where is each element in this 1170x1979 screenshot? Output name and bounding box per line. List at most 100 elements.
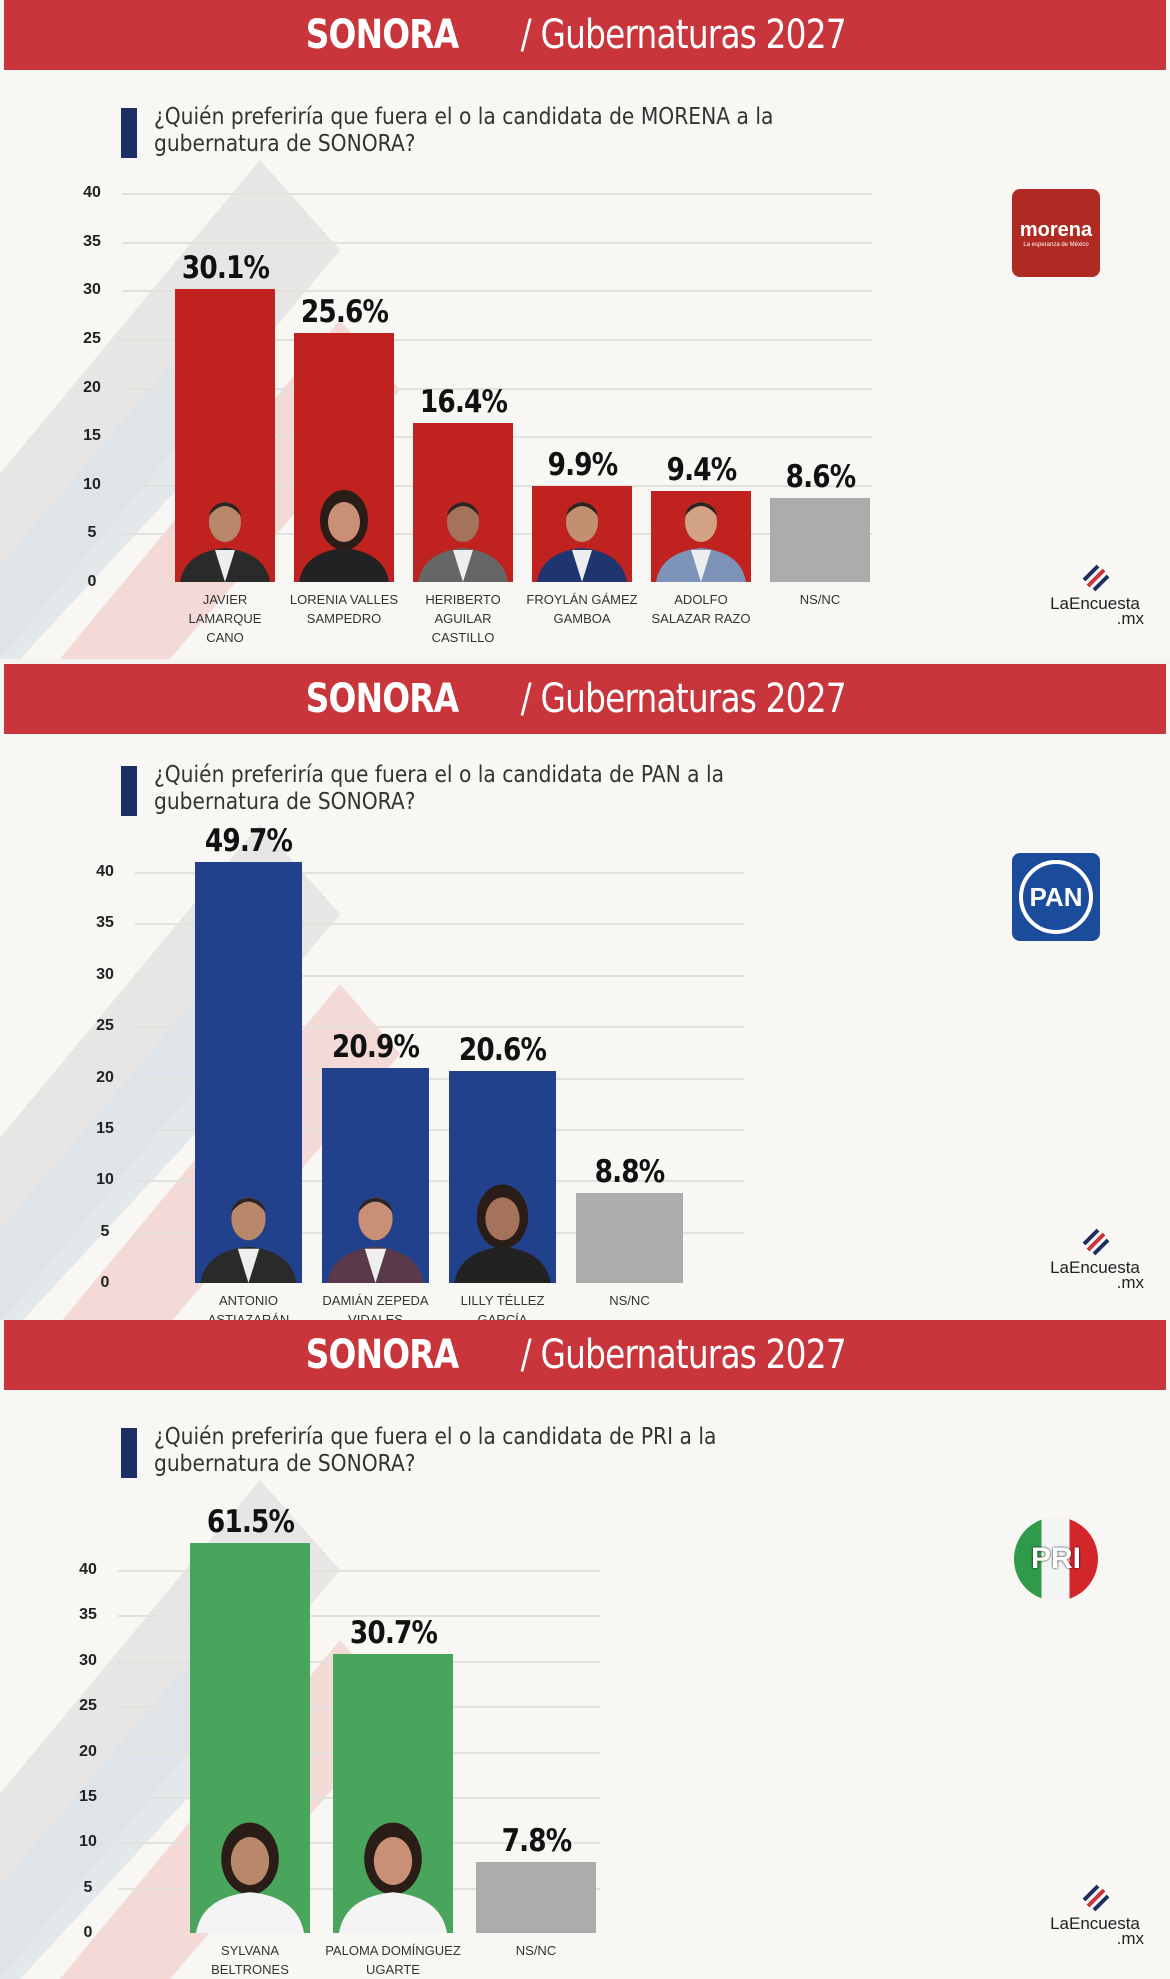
panel-header: SONORA / Gubernaturas 2027 <box>4 0 1166 70</box>
survey-question: ¿Quién preferiría que fuera el o la cand… <box>154 1424 717 1477</box>
bar <box>449 1071 556 1283</box>
candidate-name: FROYLÁN GÁMEZ GAMBOA <box>526 592 638 626</box>
bar-value-label: 49.7% <box>204 822 293 859</box>
y-tick-label: 35 <box>96 914 114 932</box>
laencuesta-icon <box>1040 560 1150 596</box>
bar <box>322 1068 429 1283</box>
laencuesta-logo: LaEncuesta .mx <box>1040 1224 1150 1291</box>
y-tick-label: 30 <box>83 281 101 299</box>
bar-value-label: 8.6% <box>785 459 856 496</box>
laencuesta-logo: LaEncuesta .mx <box>1040 1880 1150 1948</box>
gridline <box>122 338 872 341</box>
survey-question: ¿Quién preferiría que fuera el o la cand… <box>154 762 725 815</box>
bar <box>413 422 513 582</box>
bar <box>476 1862 596 1933</box>
header-state: SONORA <box>305 12 459 58</box>
y-tick-label: 5 <box>83 1878 93 1896</box>
candidate-photo <box>196 1822 304 1933</box>
candidate-photo <box>537 501 627 582</box>
candidate-photo <box>656 501 746 582</box>
bar <box>294 333 394 582</box>
bar <box>333 1654 453 1933</box>
header-state: SONORA <box>305 676 459 722</box>
y-tick-label: 0 <box>83 1924 93 1941</box>
y-tick-label: 15 <box>79 1787 97 1805</box>
question-marker <box>121 108 137 158</box>
candidate-name: DAMIÁN ZEPEDA VIDALES <box>322 1293 429 1323</box>
y-tick-label: 0 <box>87 573 97 590</box>
y-tick-label: 20 <box>83 378 101 396</box>
brand-suffix: .mx <box>1116 609 1144 628</box>
candidate-photo <box>339 1822 447 1933</box>
y-tick-label: 5 <box>100 1222 110 1240</box>
question-marker <box>121 766 137 816</box>
y-tick-label: 35 <box>79 1606 97 1624</box>
bar-value-label: 8.8% <box>594 1153 666 1190</box>
bar-value-label: 20.6% <box>458 1032 547 1069</box>
bar <box>532 485 632 582</box>
y-tick-label: 20 <box>79 1742 97 1760</box>
gridline <box>135 974 744 977</box>
survey-question: ¿Quién preferiría que fuera el o la cand… <box>154 104 774 157</box>
y-tick-label: 40 <box>79 1561 97 1578</box>
bar <box>190 1542 310 1933</box>
y-tick-label: 15 <box>96 1119 114 1137</box>
y-tick-label: 15 <box>83 427 101 445</box>
panel-header: SONORA / Gubernaturas 2027 <box>4 664 1166 734</box>
gridline <box>135 1077 744 1080</box>
gridline <box>118 1615 600 1618</box>
party-logo-pan: PAN <box>1012 853 1100 941</box>
candidate-name: ANTONIO ASTIAZARÁN GUTIÉRREZ <box>207 1293 290 1323</box>
y-tick-label: 40 <box>96 863 114 880</box>
party-logo-text: PAN <box>1019 860 1093 934</box>
gridline <box>135 872 744 874</box>
header-title: / Gubernaturas 2027 <box>520 676 846 722</box>
y-tick-label: 35 <box>83 232 101 250</box>
y-tick-label: 25 <box>96 1017 114 1035</box>
candidate-photo <box>418 501 508 582</box>
bar <box>576 1192 683 1283</box>
candidate-photo <box>299 489 389 582</box>
y-tick-label: 10 <box>96 1171 114 1189</box>
y-tick-label: 25 <box>79 1697 97 1715</box>
party-logo-text: PRI <box>1014 1517 1098 1601</box>
candidate-photo <box>200 1197 297 1283</box>
candidate-name: HERIBERTO AGUILAR CASTILLO <box>425 592 501 645</box>
bar <box>770 498 870 582</box>
bar-value-label: 61.5% <box>206 1503 294 1540</box>
gridline <box>122 290 872 293</box>
panel-header: SONORA / Gubernaturas 2027 <box>4 1320 1166 1390</box>
candidate-name: ADOLFO SALAZAR RAZO <box>651 592 751 626</box>
y-tick-label: 0 <box>100 1274 110 1291</box>
bar-value-label: 9.4% <box>666 451 737 488</box>
brand-suffix: .mx <box>1116 1929 1144 1948</box>
party-logo-morena: morena La esperanza de México <box>1012 189 1100 277</box>
gridline <box>122 387 872 390</box>
bar <box>651 490 751 582</box>
y-tick-label: 10 <box>83 475 101 493</box>
gridline <box>118 1570 600 1572</box>
brand-name: LaEncuesta <box>1050 1914 1140 1933</box>
candidate-name: NS/NC <box>799 592 841 607</box>
header-title: / Gubernaturas 2027 <box>520 1332 846 1378</box>
y-tick-label: 30 <box>79 1651 97 1669</box>
gridline <box>135 923 744 926</box>
y-tick-label: 20 <box>96 1068 114 1086</box>
gridline <box>135 1231 744 1234</box>
brand-name: LaEncuesta <box>1050 1258 1140 1277</box>
candidate-photo <box>454 1184 551 1283</box>
candidate-photo <box>327 1197 424 1283</box>
bar-value-label: 30.1% <box>181 250 269 287</box>
gridline <box>135 1180 744 1183</box>
candidate-name: PALOMA DOMÍNGUEZ UGARTE <box>325 1943 461 1977</box>
question-marker <box>121 1428 137 1478</box>
y-tick-label: 5 <box>87 524 97 542</box>
party-logo-text: morena <box>1019 218 1093 241</box>
survey-panel-pan: SONORA / Gubernaturas 2027 ¿Quién preferir… <box>0 664 1170 1323</box>
bar-value-label: 7.8% <box>501 1823 572 1860</box>
candidate-name: JAVIER LAMARQUE CANO <box>188 592 262 645</box>
bar <box>175 289 275 582</box>
laencuesta-logo: LaEncuesta .mx <box>1040 560 1150 628</box>
gridline <box>122 193 872 195</box>
survey-panel-morena: SONORA / Gubernaturas 2027 ¿Quién preferir… <box>0 0 1170 659</box>
